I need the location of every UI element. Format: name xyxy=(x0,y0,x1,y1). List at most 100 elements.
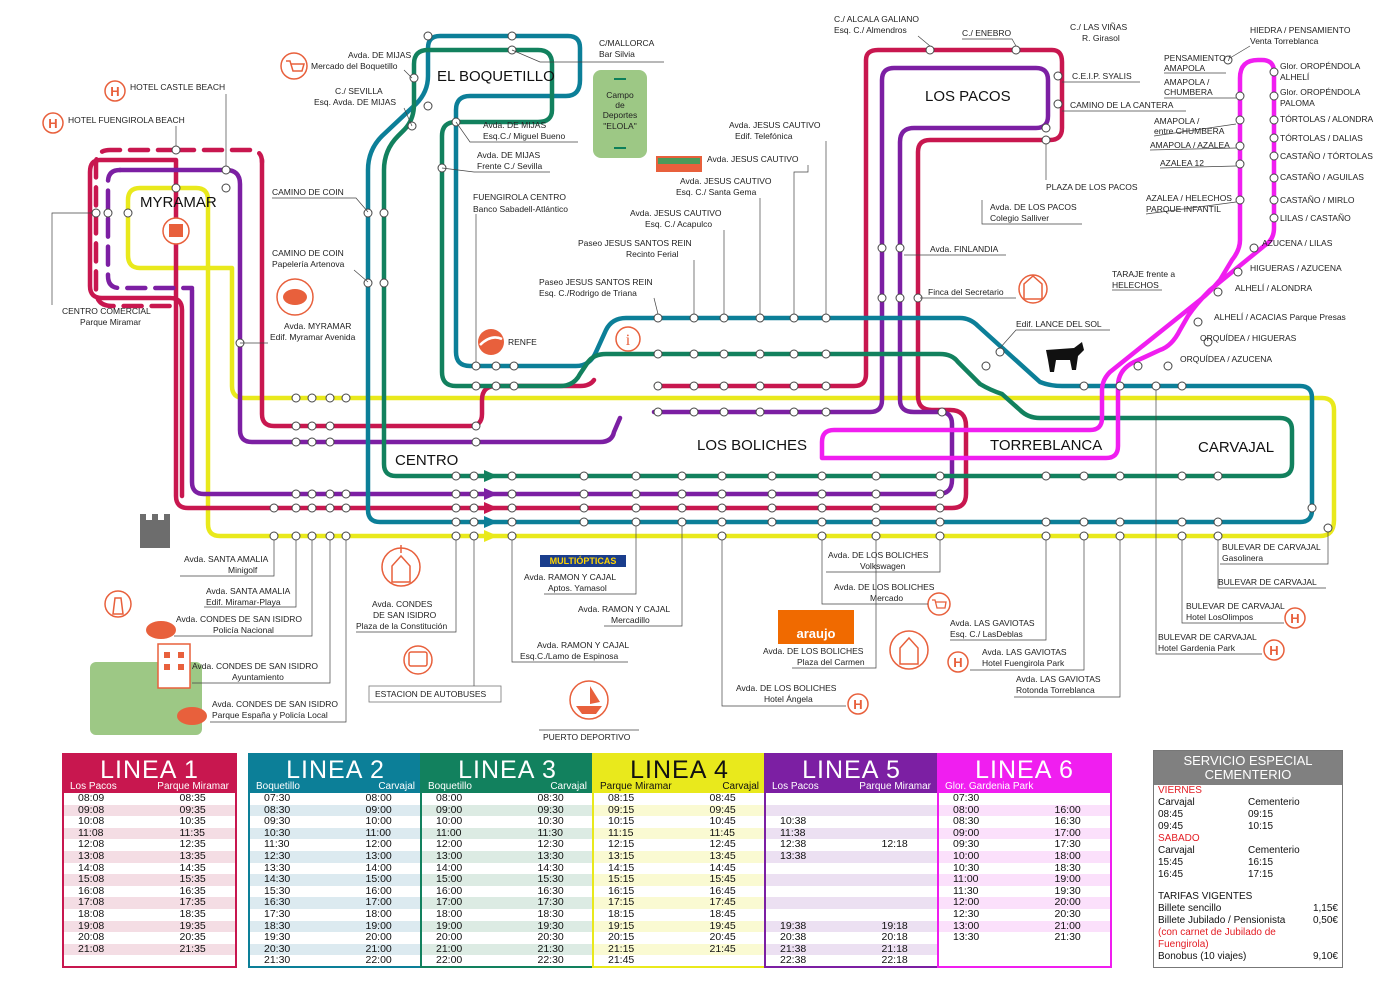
stop[interactable] xyxy=(1163,361,1173,371)
stop[interactable] xyxy=(507,471,517,481)
stop[interactable] xyxy=(1323,523,1333,533)
stop[interactable] xyxy=(507,31,517,41)
stop[interactable] xyxy=(719,313,729,323)
stop[interactable] xyxy=(579,517,589,527)
stop[interactable] xyxy=(937,407,947,417)
stop[interactable] xyxy=(1115,381,1125,391)
stop[interactable] xyxy=(821,407,831,417)
stop[interactable] xyxy=(1269,173,1279,183)
route-linea-2[interactable] xyxy=(365,33,1315,525)
stop[interactable] xyxy=(291,503,301,513)
stop[interactable] xyxy=(767,503,777,513)
stop[interactable] xyxy=(325,421,335,431)
stop[interactable] xyxy=(689,313,699,323)
stop[interactable] xyxy=(471,437,481,447)
stop[interactable] xyxy=(935,531,945,541)
stop[interactable] xyxy=(1203,337,1213,347)
stop[interactable] xyxy=(221,165,231,175)
route-linea-1[interactable] xyxy=(87,47,1065,511)
stop[interactable] xyxy=(509,361,519,371)
stop[interactable] xyxy=(469,531,479,541)
stop[interactable] xyxy=(325,531,335,541)
stop[interactable] xyxy=(579,503,589,513)
stop[interactable] xyxy=(677,489,687,499)
stop[interactable] xyxy=(307,489,317,499)
stop[interactable] xyxy=(717,471,727,481)
stop[interactable] xyxy=(1041,123,1051,133)
stop[interactable] xyxy=(423,101,433,111)
stop[interactable] xyxy=(1041,517,1051,527)
stop[interactable] xyxy=(1079,381,1089,391)
stop[interactable] xyxy=(491,361,501,371)
stop[interactable] xyxy=(935,517,945,527)
stop[interactable] xyxy=(291,393,301,403)
stop[interactable] xyxy=(1269,213,1279,223)
stop[interactable] xyxy=(469,517,479,527)
stop[interactable] xyxy=(689,407,699,417)
stop[interactable] xyxy=(755,407,765,417)
stop[interactable] xyxy=(1151,381,1161,391)
stop[interactable] xyxy=(895,293,905,303)
stop[interactable] xyxy=(451,471,461,481)
route-linea-5[interactable] xyxy=(117,65,1051,497)
stop[interactable] xyxy=(451,489,461,499)
stop[interactable] xyxy=(1053,71,1063,81)
stop[interactable] xyxy=(1079,471,1089,481)
stop[interactable] xyxy=(789,381,799,391)
stop[interactable] xyxy=(1269,115,1279,125)
stop[interactable] xyxy=(1307,503,1317,513)
stop[interactable] xyxy=(341,531,351,541)
stop[interactable] xyxy=(1053,99,1063,109)
stop[interactable] xyxy=(755,313,765,323)
stop[interactable] xyxy=(341,503,351,513)
stop[interactable] xyxy=(1269,195,1279,205)
route-linea-6[interactable] xyxy=(819,57,1277,461)
stop[interactable] xyxy=(871,531,881,541)
stop[interactable] xyxy=(767,471,777,481)
stop[interactable] xyxy=(1235,159,1245,169)
stop[interactable] xyxy=(871,471,881,481)
stop[interactable] xyxy=(363,208,373,218)
stop[interactable] xyxy=(719,407,729,417)
stop[interactable] xyxy=(325,437,335,447)
stop[interactable] xyxy=(379,208,389,218)
stop[interactable] xyxy=(291,421,301,431)
stop[interactable] xyxy=(269,531,279,541)
stop[interactable] xyxy=(1041,531,1051,541)
stop[interactable] xyxy=(451,517,461,527)
stop[interactable] xyxy=(1041,471,1051,481)
stop[interactable] xyxy=(877,243,887,253)
stop[interactable] xyxy=(995,347,1005,357)
stop[interactable] xyxy=(817,471,827,481)
stop[interactable] xyxy=(717,503,727,513)
stop[interactable] xyxy=(491,381,501,391)
stop[interactable] xyxy=(631,517,641,527)
stop[interactable] xyxy=(1177,471,1187,481)
stop[interactable] xyxy=(925,45,935,55)
stop[interactable] xyxy=(789,313,799,323)
stop[interactable] xyxy=(1079,517,1089,527)
stop[interactable] xyxy=(341,489,351,499)
stop[interactable] xyxy=(307,437,317,447)
stop[interactable] xyxy=(677,517,687,527)
stop[interactable] xyxy=(307,393,317,403)
stop[interactable] xyxy=(653,407,663,417)
stop[interactable] xyxy=(471,361,481,371)
stop[interactable] xyxy=(935,489,945,499)
stop[interactable] xyxy=(935,471,945,481)
stop[interactable] xyxy=(469,471,479,481)
stop[interactable] xyxy=(325,393,335,403)
stop[interactable] xyxy=(507,531,517,541)
stop[interactable] xyxy=(507,517,517,527)
stop[interactable] xyxy=(307,421,317,431)
route-linea-3[interactable] xyxy=(381,47,1295,479)
route-linea-4[interactable] xyxy=(125,185,1337,539)
stop[interactable] xyxy=(1177,381,1187,391)
stop[interactable] xyxy=(171,145,181,155)
stop[interactable] xyxy=(1011,45,1021,55)
stop[interactable] xyxy=(307,531,317,541)
stop[interactable] xyxy=(1115,471,1125,481)
stop[interactable] xyxy=(409,73,419,83)
stop[interactable] xyxy=(719,349,729,359)
stop[interactable] xyxy=(1269,133,1279,143)
